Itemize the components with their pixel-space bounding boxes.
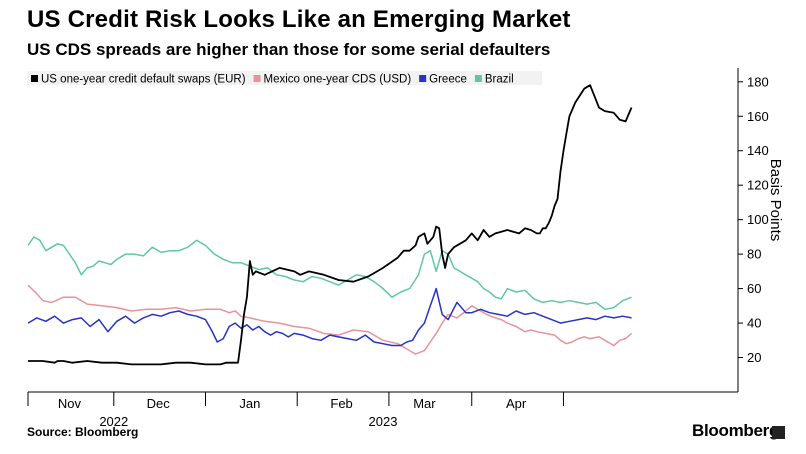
source-note: Source: Bloomberg [27, 425, 139, 439]
bloomberg-logo: Bloomberg [692, 421, 780, 440]
y-tick-label: 60 [747, 281, 761, 296]
legend-label: Brazil [485, 74, 514, 86]
x-tick-label: Mar [413, 396, 436, 411]
legend-label: Greece [429, 74, 467, 86]
y-tick-label: 40 [747, 316, 761, 331]
y-axis-title: Basis Points [767, 159, 784, 242]
x-tick-label: Nov [58, 396, 82, 411]
y-tick-label: 80 [747, 247, 761, 262]
x-year-label: 2022 [99, 414, 128, 429]
legend-swatch [474, 75, 482, 82]
chart-subtitle: US CDS spreads are higher than those for… [27, 40, 551, 59]
legend-label: US one-year credit default swaps (EUR) [41, 74, 246, 86]
legend-swatch [419, 75, 427, 82]
y-tick-label: 160 [747, 109, 769, 124]
legend-swatch [253, 75, 261, 82]
x-tick-label: Dec [147, 396, 171, 411]
y-tick-label: 20 [747, 350, 761, 365]
legend-label: Mexico one-year CDS (USD) [264, 74, 412, 86]
bloomberg-logo-icon [772, 426, 785, 439]
x-year-label: 2023 [369, 414, 398, 429]
y-tick-label: 140 [747, 143, 769, 158]
series-line [27, 236, 632, 311]
y-tick-label: 120 [747, 178, 769, 193]
chart-title: US Credit Risk Looks Like an Emerging Ma… [27, 6, 571, 33]
x-tick-label: Jan [239, 396, 260, 411]
series-line [27, 287, 632, 347]
series-line [28, 84, 633, 366]
series-line [27, 284, 632, 355]
legend-swatch [31, 75, 38, 82]
y-tick-label: 100 [747, 212, 769, 227]
x-tick-label: Apr [506, 396, 527, 411]
legend-background [27, 71, 542, 85]
x-tick-label: Feb [330, 396, 352, 411]
y-tick-label: 180 [747, 74, 769, 89]
